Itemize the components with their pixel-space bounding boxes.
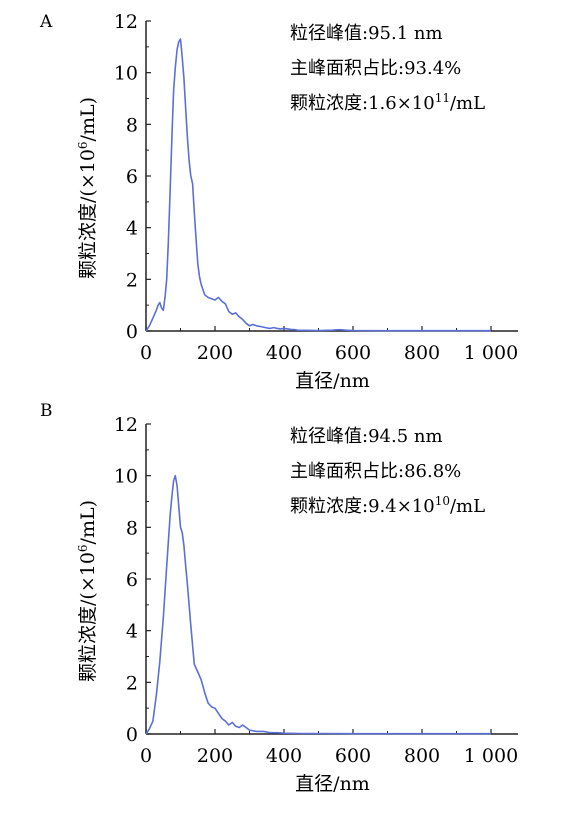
x-tick-label: 0 bbox=[140, 745, 152, 767]
annotation-exponent: 11 bbox=[435, 91, 450, 105]
y-axis-title-unit: /mL) bbox=[77, 500, 99, 544]
x-tick-label: 800 bbox=[404, 342, 440, 364]
annotation-text: 颗粒浓度:1.6×10 bbox=[290, 93, 435, 114]
x-tick-label: 400 bbox=[266, 745, 302, 767]
y-tick-label: 2 bbox=[126, 269, 138, 291]
annotation-line-2: 主峰面积占比:93.4% bbox=[290, 58, 461, 79]
y-axis-title-exponent: 6 bbox=[76, 141, 90, 149]
y-tick-label: 8 bbox=[126, 114, 138, 136]
series-line-0 bbox=[145, 38, 491, 332]
chart-panel-b: B 0 2 4 6 8 10 12 0 200 400 600 800 1 000 直径/nm 颗粒浓度/(×… bbox=[40, 401, 518, 795]
y-tick-label: 6 bbox=[126, 166, 138, 188]
y-axis-title: 颗粒浓度/(×106/mL) bbox=[76, 500, 99, 682]
x-tick-label: 600 bbox=[335, 745, 371, 767]
x-tick-label: 200 bbox=[197, 342, 233, 364]
x-axis-title: 直径/nm bbox=[295, 370, 370, 392]
x-tick-label: 1 000 bbox=[464, 745, 518, 767]
annotation-line-1: 粒径峰值:95.1 nm bbox=[290, 23, 443, 44]
chart-panel-a: A 0 2 4 6 8 10 12 0 200 400 600 800 1 000 直径/nm 颗粒浓度/(×… bbox=[39, 11, 518, 392]
y-tick-label: 10 bbox=[114, 466, 138, 488]
annotation-line-1: 粒径峰值:94.5 nm bbox=[290, 426, 443, 447]
panel-letter: A bbox=[39, 12, 53, 32]
y-tick-label: 12 bbox=[114, 414, 138, 436]
y-tick-label: 8 bbox=[126, 517, 138, 539]
annotation-text: /mL bbox=[450, 93, 485, 114]
annotation-text: 粒径峰值:95.1 nm bbox=[290, 23, 443, 44]
annotation-text: 主峰面积占比:86.8% bbox=[290, 461, 461, 482]
y-tick-label: 12 bbox=[114, 11, 138, 33]
y-axis-title-text: 颗粒浓度/(×10 bbox=[77, 552, 99, 682]
y-tick-label: 2 bbox=[126, 672, 138, 694]
x-tick-label: 1 000 bbox=[464, 342, 518, 364]
annotation-text: 主峰面积占比:93.4% bbox=[290, 58, 461, 79]
x-tick-label: 200 bbox=[197, 745, 233, 767]
y-axis-title: 颗粒浓度/(×106/mL) bbox=[76, 97, 99, 279]
y-axis-title-text: 颗粒浓度/(×10 bbox=[77, 149, 99, 279]
y-axis-title-exponent: 6 bbox=[76, 544, 90, 552]
panel-letter: B bbox=[40, 401, 53, 421]
y-tick-label: 4 bbox=[126, 621, 138, 643]
x-tick-label: 600 bbox=[335, 342, 371, 364]
annotation-text: 粒径峰值:94.5 nm bbox=[290, 426, 443, 447]
y-tick-label: 0 bbox=[126, 321, 138, 343]
annotation-exponent: 10 bbox=[435, 494, 450, 508]
y-tick-label: 4 bbox=[126, 218, 138, 240]
x-tick-label: 0 bbox=[140, 342, 152, 364]
x-axis-title: 直径/nm bbox=[295, 773, 370, 795]
y-tick-label: 6 bbox=[126, 569, 138, 591]
series-line-0 bbox=[145, 474, 491, 735]
y-tick-label: 0 bbox=[126, 724, 138, 746]
x-tick-label: 800 bbox=[404, 745, 440, 767]
annotation-text: 颗粒浓度:9.4×10 bbox=[290, 496, 435, 517]
annotation-line-2: 主峰面积占比:86.8% bbox=[290, 461, 461, 482]
annotation-text: /mL bbox=[450, 496, 485, 517]
y-tick-label: 10 bbox=[114, 63, 138, 85]
annotation-line-3: 颗粒浓度:9.4×1010/mL bbox=[290, 494, 485, 517]
y-axis-title-unit: /mL) bbox=[77, 97, 99, 141]
annotation-line-3: 颗粒浓度:1.6×1011/mL bbox=[290, 91, 485, 114]
x-tick-label: 400 bbox=[266, 342, 302, 364]
